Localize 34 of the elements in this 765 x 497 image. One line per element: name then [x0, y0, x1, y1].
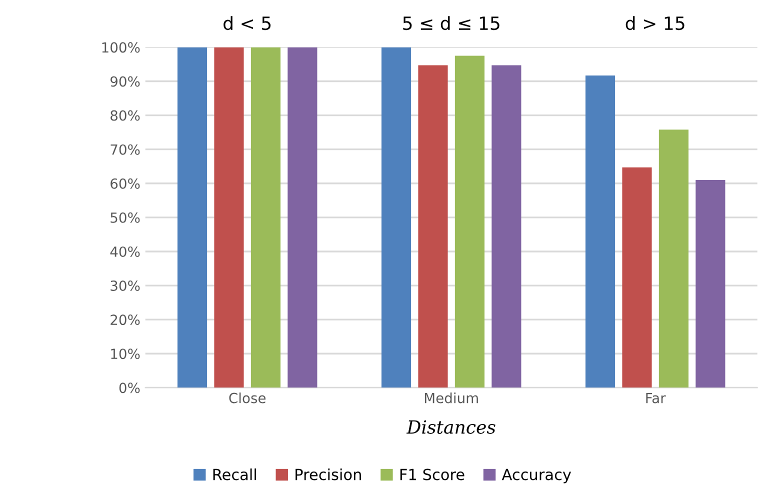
bar — [177, 47, 208, 388]
legend-label: Accuracy — [502, 468, 572, 484]
bar — [214, 47, 244, 388]
bar — [585, 75, 616, 388]
bar — [696, 180, 726, 388]
y-tick-label: 90% — [110, 76, 140, 87]
legend-label: F1 Score — [400, 468, 464, 480]
legend-label: Precision — [296, 468, 361, 480]
text: 5 ≤ d ≤ 15 — [403, 16, 500, 30]
y-tick-label: 80% — [110, 110, 140, 121]
y-tick-label: 60% — [110, 178, 140, 189]
y-tick-label: 40% — [110, 246, 140, 257]
bar — [454, 56, 484, 388]
bar — [381, 47, 412, 388]
legend-label: Recall — [213, 468, 256, 480]
y-tick-label: 100% — [102, 42, 140, 53]
bar — [622, 167, 652, 388]
x-tick-label: Medium — [424, 392, 478, 404]
bar — [288, 47, 318, 388]
x-axis-title: Distances — [406, 420, 496, 434]
y-tick-label: 10% — [111, 348, 140, 360]
bar — [492, 65, 522, 388]
y-tick-label: 20% — [110, 314, 140, 326]
x-tick-label: Close — [229, 392, 266, 404]
y-tick-label: 30% — [110, 280, 140, 291]
y-tick-label: 70% — [110, 144, 140, 155]
bar — [418, 65, 448, 388]
x-tick-label: Far — [646, 392, 666, 404]
y-tick-label: 50% — [110, 212, 140, 223]
y-tick-label: 0% — [119, 382, 140, 394]
text: d > 15 — [626, 16, 684, 30]
bar — [658, 130, 688, 388]
text: d < 5 — [224, 16, 271, 30]
bar — [250, 47, 280, 388]
